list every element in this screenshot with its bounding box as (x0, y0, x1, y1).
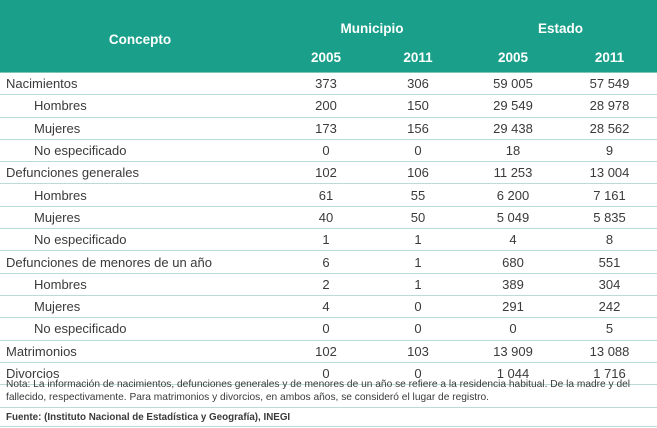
header-concepto: Concepto (0, 0, 280, 73)
row-label: Hombres (0, 273, 280, 296)
cell-value: 50 (372, 206, 464, 230)
row-label: Mujeres (0, 206, 280, 230)
row-label: Defunciones generales (0, 161, 280, 185)
table-row: No especificado 1 1 4 8 (0, 228, 657, 252)
table-row: Mujeres 40 50 5 049 5 835 (0, 206, 657, 230)
table-row: Defunciones generales 102 106 11 253 13 … (0, 161, 657, 185)
table-row: No especificado 0 0 18 9 (0, 139, 657, 163)
row-label: Divorcios (0, 361, 280, 386)
table-note: Nota: La información de nacimientos, def… (6, 379, 631, 403)
cell-value: 389 (464, 273, 562, 296)
table-body: Nacimientos 373 306 59 005 57 549 Hombre… (0, 71, 657, 386)
cell-value: 0 (372, 317, 464, 341)
row-label: Matrimonios (0, 339, 280, 363)
cell-value: 5 049 (464, 206, 562, 230)
table-header: Concepto Municipio Estado 2005 2011 2005… (0, 0, 657, 73)
cell-value: 18 (464, 139, 562, 163)
table-source: Fuente: (Instituto Nacional de Estadísti… (6, 412, 291, 423)
row-label: No especificado (0, 139, 280, 163)
cell-value: 5 835 (562, 206, 657, 230)
row-label: No especificado (0, 228, 280, 252)
cell-value: 0 (372, 361, 464, 386)
cell-value: 1 044 (464, 361, 562, 386)
cell-value: 306 (372, 71, 464, 96)
cell-value: 373 (280, 71, 372, 96)
divider (0, 407, 657, 408)
table-row: Hombres 200 150 29 549 28 978 (0, 94, 657, 118)
cell-value: 1 (280, 228, 372, 252)
header-municipio: Municipio (280, 0, 464, 42)
header-year-estado-2011: 2011 (562, 42, 657, 73)
table-row: No especificado 0 0 0 5 (0, 317, 657, 341)
cell-value: 4 (280, 295, 372, 319)
row-label: Hombres (0, 183, 280, 207)
cell-value: 61 (280, 183, 372, 207)
table-row: Nacimientos 373 306 59 005 57 549 (0, 71, 657, 96)
cell-value: 200 (280, 94, 372, 118)
table-row: Mujeres 173 156 29 438 28 562 (0, 117, 657, 140)
cell-value: 1 (372, 250, 464, 274)
row-label: Nacimientos (0, 71, 280, 96)
row-label: Hombres (0, 94, 280, 118)
cell-value: 156 (372, 117, 464, 140)
table-row: Divorcios 0 0 1 044 1 716 (0, 361, 657, 386)
cell-value: 57 549 (562, 71, 657, 96)
cell-value: 0 (280, 139, 372, 163)
cell-value: 9 (562, 139, 657, 163)
cell-value: 28 562 (562, 117, 657, 140)
cell-value: 13 004 (562, 161, 657, 185)
cell-value: 59 005 (464, 71, 562, 96)
cell-value: 551 (562, 250, 657, 274)
cell-value: 13 909 (464, 339, 562, 363)
vital-statistics-table: Concepto Municipio Estado 2005 2011 2005… (0, 0, 657, 386)
cell-value: 1 (372, 273, 464, 296)
divider (0, 426, 657, 427)
cell-value: 242 (562, 295, 657, 319)
header-year-municipio-2011: 2011 (372, 42, 464, 73)
cell-value: 0 (280, 317, 372, 341)
cell-value: 4 (464, 228, 562, 252)
cell-value: 1 (372, 228, 464, 252)
cell-value: 103 (372, 339, 464, 363)
cell-value: 0 (280, 361, 372, 386)
row-label: Defunciones de menores de un año (0, 250, 280, 274)
cell-value: 40 (280, 206, 372, 230)
table-row: Defunciones de menores de un año 6 1 680… (0, 250, 657, 274)
header-year-municipio-2005: 2005 (280, 42, 372, 73)
table-row: Hombres 2 1 389 304 (0, 273, 657, 296)
cell-value: 29 549 (464, 94, 562, 118)
cell-value: 55 (372, 183, 464, 207)
cell-value: 173 (280, 117, 372, 140)
header-estado: Estado (464, 0, 657, 42)
row-label: Mujeres (0, 295, 280, 319)
cell-value: 2 (280, 273, 372, 296)
cell-value: 106 (372, 161, 464, 185)
cell-value: 680 (464, 250, 562, 274)
row-label: Mujeres (0, 117, 280, 140)
cell-value: 5 (562, 317, 657, 341)
cell-value: 28 978 (562, 94, 657, 118)
cell-value: 304 (562, 273, 657, 296)
cell-value: 150 (372, 94, 464, 118)
cell-value: 291 (464, 295, 562, 319)
cell-value: 6 (280, 250, 372, 274)
row-label: No especificado (0, 317, 280, 341)
table-row: Hombres 61 55 6 200 7 161 (0, 183, 657, 207)
cell-value: 11 253 (464, 161, 562, 185)
cell-value: 0 (372, 295, 464, 319)
cell-value: 102 (280, 339, 372, 363)
cell-value: 13 088 (562, 339, 657, 363)
cell-value: 1 716 (562, 361, 657, 386)
cell-value: 8 (562, 228, 657, 252)
table-row: Matrimonios 102 103 13 909 13 088 (0, 339, 657, 363)
cell-value: 0 (464, 317, 562, 341)
cell-value: 7 161 (562, 183, 657, 207)
header-year-estado-2005: 2005 (464, 42, 562, 73)
cell-value: 0 (372, 139, 464, 163)
cell-value: 102 (280, 161, 372, 185)
cell-value: 6 200 (464, 183, 562, 207)
table-row: Mujeres 4 0 291 242 (0, 295, 657, 319)
cell-value: 29 438 (464, 117, 562, 140)
